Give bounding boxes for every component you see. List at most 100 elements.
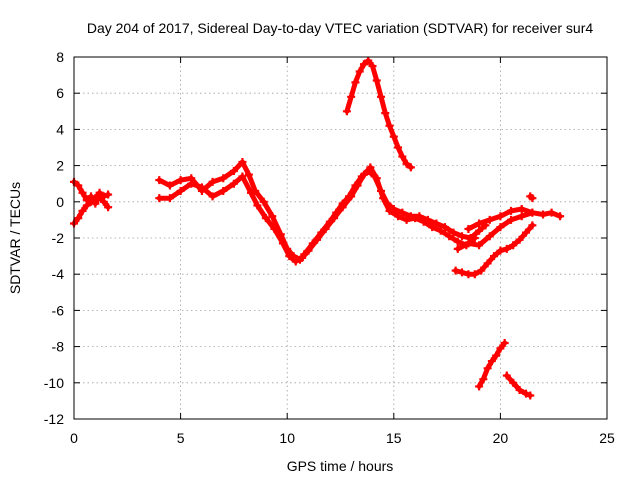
y-tick-label: 0 [56, 194, 64, 210]
data-point [385, 206, 394, 215]
data-point [74, 181, 83, 190]
data-point [547, 208, 556, 217]
data-point [528, 194, 537, 203]
data-point [475, 226, 484, 235]
data-point [165, 194, 174, 203]
y-tick-label: -4 [52, 266, 65, 282]
data-point [342, 107, 351, 116]
data-point [219, 186, 228, 195]
data-point [428, 223, 437, 232]
data-point [381, 109, 390, 118]
data-point [298, 253, 307, 262]
data-point [385, 121, 394, 130]
series-track [156, 159, 488, 263]
y-tick-label: -10 [44, 375, 64, 391]
y-tick-label: -8 [52, 339, 65, 355]
x-tick-label: 5 [177, 430, 185, 446]
data-point [394, 212, 403, 221]
data-point [451, 266, 460, 275]
series-2 [155, 157, 490, 264]
data-point [517, 212, 526, 221]
data-point [176, 186, 185, 195]
series-9 [502, 371, 535, 400]
data-point [155, 194, 164, 203]
data-point [406, 163, 415, 172]
data-point [187, 179, 196, 188]
data-point [95, 188, 104, 197]
series-track [344, 58, 414, 170]
data-point [470, 270, 479, 279]
data-point [259, 197, 268, 206]
y-tick-label: -6 [52, 302, 65, 318]
data-point [509, 378, 518, 387]
data-point [244, 170, 253, 179]
data-point [526, 391, 535, 400]
x-axis-title: GPS time / hours [287, 458, 394, 474]
data-point [91, 194, 100, 203]
data-point [477, 266, 486, 275]
data-point [246, 188, 255, 197]
data-point [372, 76, 381, 85]
data-point [507, 215, 516, 224]
data-point [104, 190, 113, 199]
data-point [313, 235, 322, 244]
data-point [470, 234, 479, 242]
data-point [278, 239, 287, 248]
x-tick-label: 15 [386, 430, 402, 446]
data-point [347, 192, 356, 201]
data-point [539, 210, 548, 219]
data-point [432, 219, 441, 228]
data-point [440, 223, 449, 232]
data-point [372, 174, 381, 183]
chart-title: Day 204 of 2017, Sidereal Day-to-day VTE… [87, 20, 593, 36]
data-point [502, 371, 511, 380]
data-point [366, 163, 375, 172]
data-point [197, 183, 206, 192]
series-track [156, 164, 478, 264]
data-point [87, 197, 96, 206]
data-point [485, 232, 494, 241]
series-6 [342, 56, 415, 172]
data-point [304, 246, 313, 255]
data-point [347, 92, 356, 101]
data-point [155, 176, 164, 185]
data-point [330, 214, 339, 223]
data-point [485, 215, 494, 224]
data-layer [70, 56, 565, 400]
data-point [74, 214, 83, 223]
data-point [458, 232, 467, 241]
data-point [453, 237, 462, 246]
data-point [165, 181, 174, 190]
data-point [238, 157, 247, 166]
data-point [475, 241, 484, 250]
data-point [453, 244, 462, 253]
data-point [321, 224, 330, 233]
data-point [394, 143, 403, 152]
x-tick-label: 10 [279, 430, 295, 446]
y-tick-label: 6 [56, 85, 64, 101]
data-point [521, 228, 530, 237]
series-10 [526, 192, 537, 203]
data-point [368, 62, 377, 71]
ticks [73, 56, 608, 420]
data-point [104, 203, 113, 212]
y-tick-label: 4 [56, 121, 64, 137]
data-point [402, 159, 411, 168]
data-point [359, 170, 368, 179]
series-1 [70, 188, 113, 228]
data-point [496, 344, 505, 353]
data-point [379, 194, 388, 203]
data-point [419, 217, 428, 226]
data-point [219, 174, 228, 183]
data-point [402, 215, 411, 224]
x-tick-label: 25 [599, 430, 615, 446]
data-point [517, 205, 526, 214]
y-tick-label: -2 [52, 230, 65, 246]
data-point [355, 67, 364, 76]
data-point [82, 201, 91, 210]
data-point [208, 177, 217, 186]
data-point [528, 221, 537, 230]
data-point [353, 181, 362, 190]
data-point [483, 259, 492, 268]
